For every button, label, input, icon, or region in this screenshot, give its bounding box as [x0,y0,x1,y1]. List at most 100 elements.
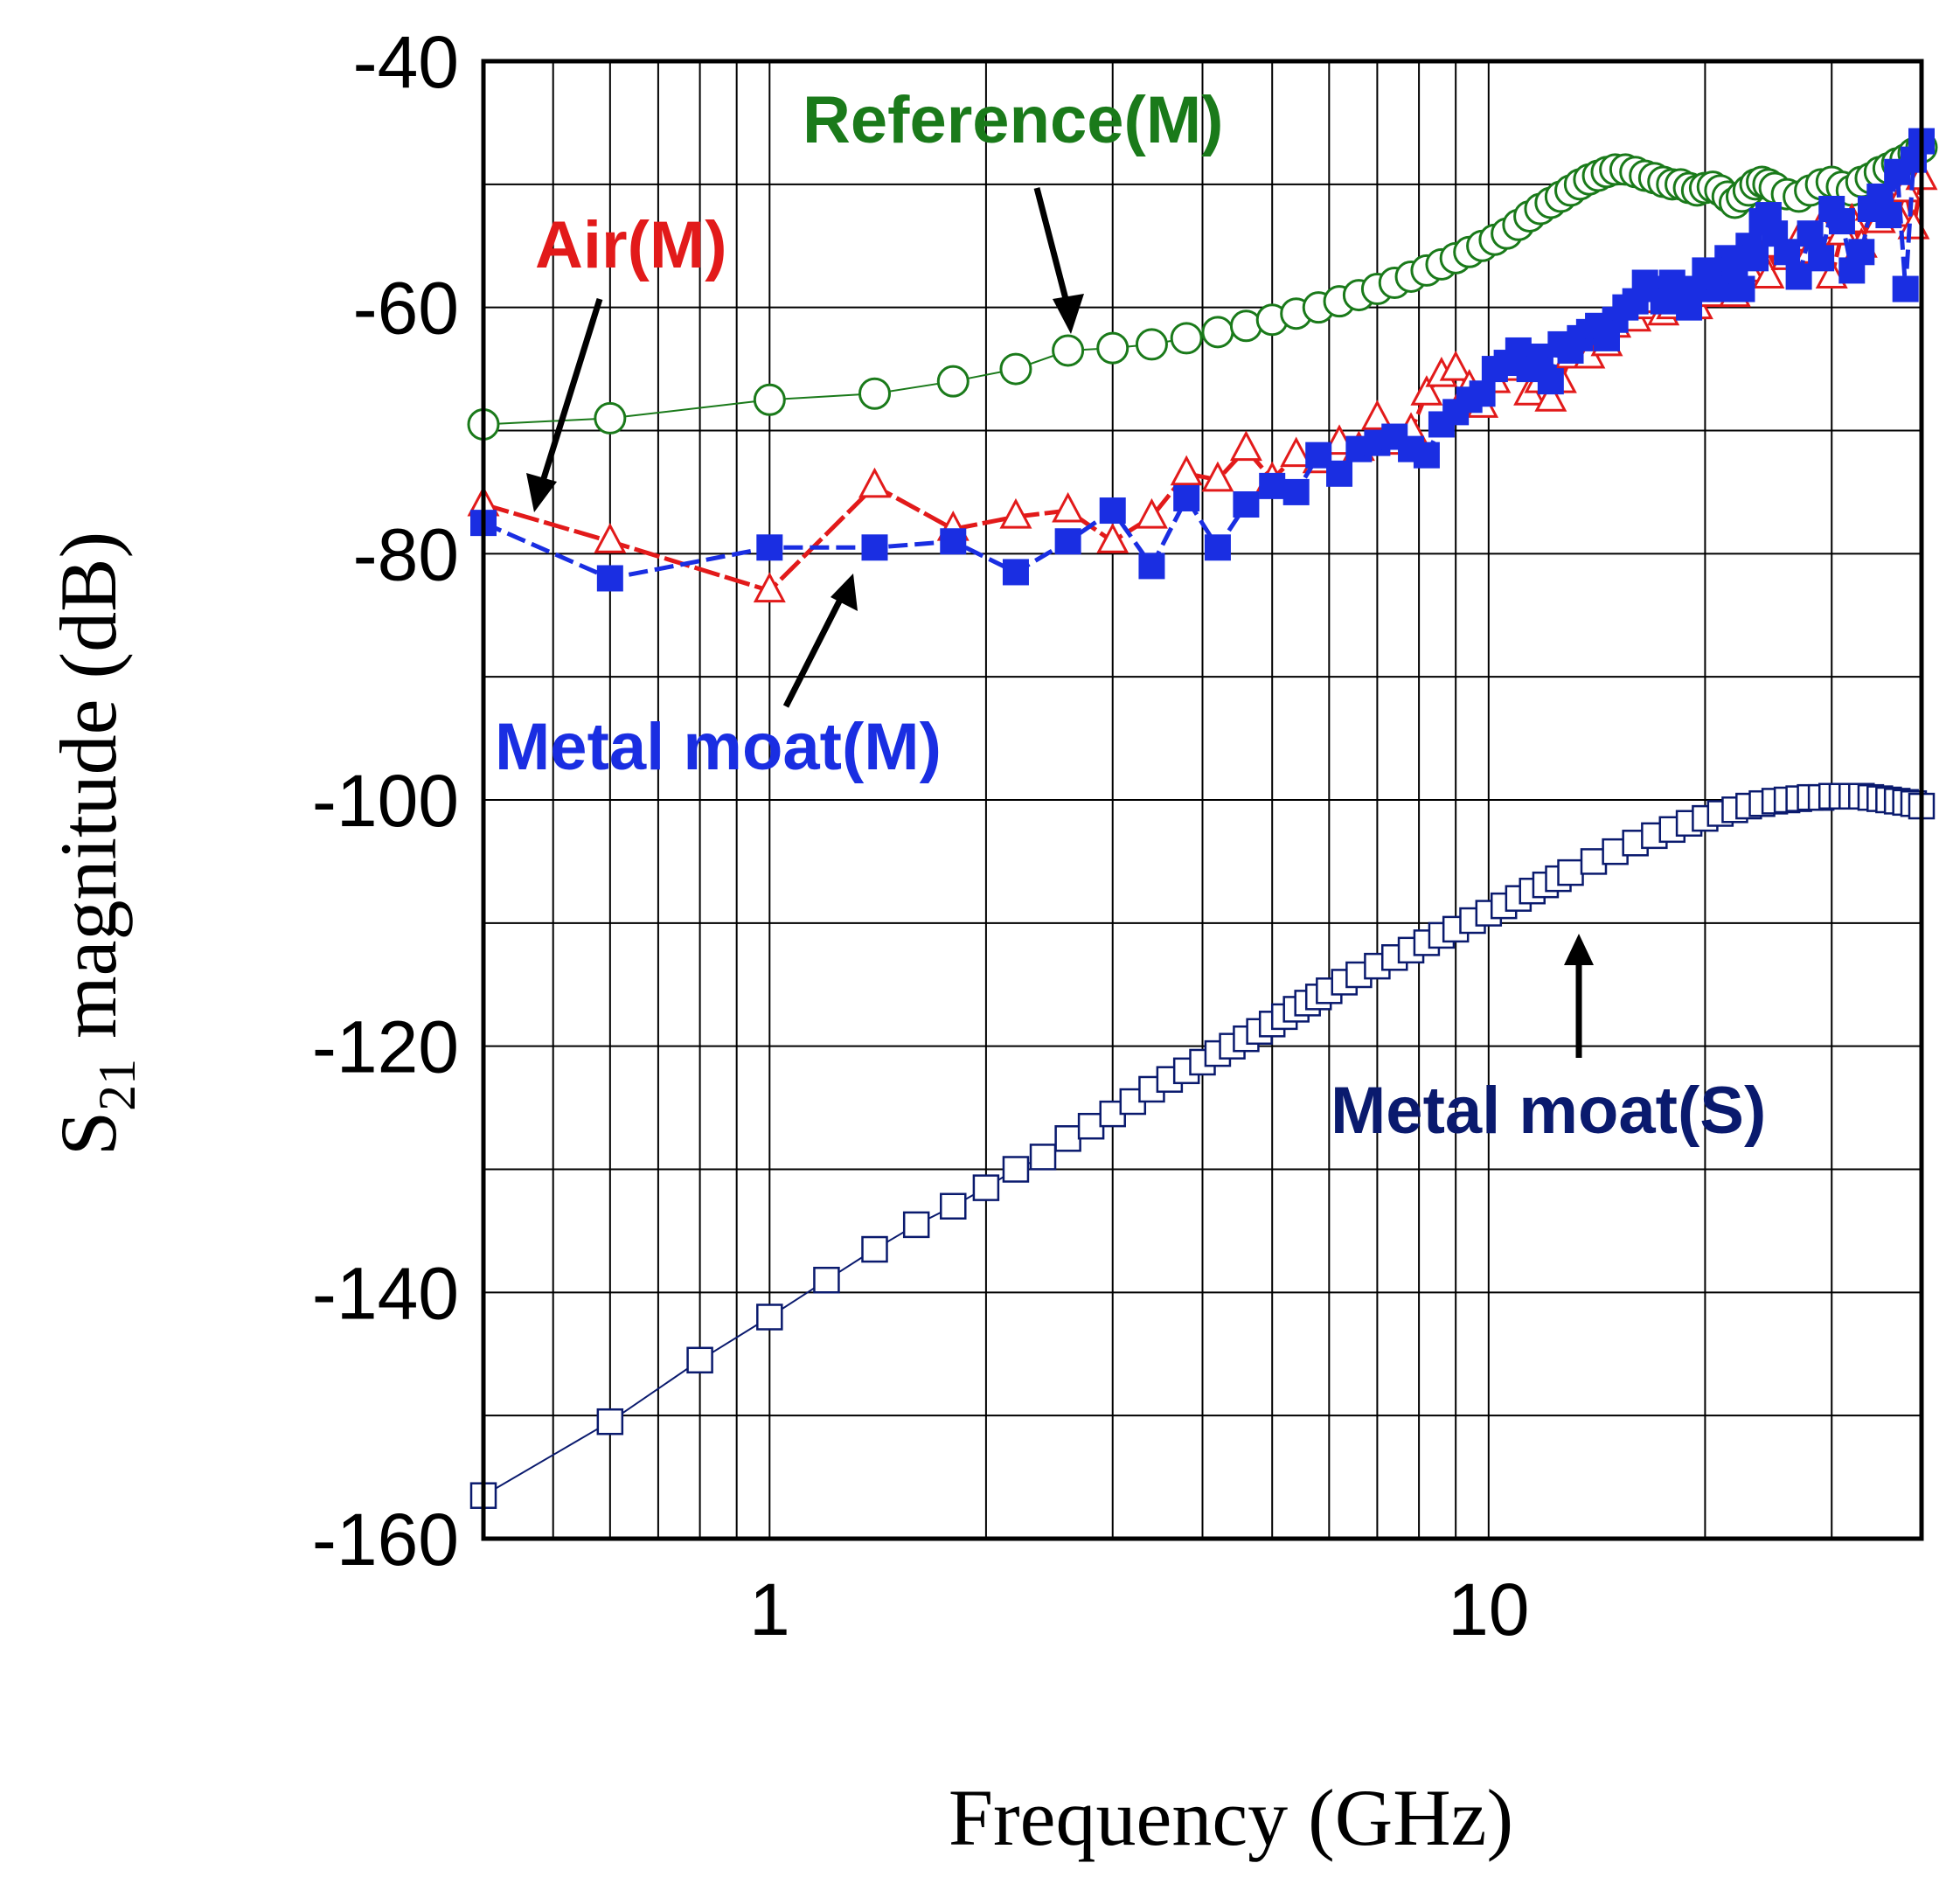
data-point [1537,368,1564,395]
series-layer [467,128,1938,1509]
plot-frame [481,59,1924,1541]
data-point [1808,245,1835,272]
y-axis-title-rest: magnitude (dB) [44,532,133,1059]
data-point [753,383,786,416]
data-point [1096,331,1129,365]
data-point [940,528,967,555]
arrow-reference-head [1053,294,1084,334]
data-point [1742,245,1769,272]
arrow-metal-moat-m [782,589,848,708]
arrow-metal-moat-s-head [1564,934,1594,965]
data-point [1077,1112,1105,1140]
data-point [1229,309,1262,343]
data-point [813,1267,840,1294]
x-tick-label: 1 [749,1568,790,1651]
data-point [1752,258,1785,289]
x-axis-title: Frequency (GHz) [949,1773,1513,1862]
data-point [1229,430,1262,462]
data-point [861,1235,888,1263]
label-metal-moat-s: Metal moat(S) [1331,1074,1766,1148]
data-point [1096,523,1129,553]
data-point [1135,497,1168,529]
y-tick-label: -100 [312,760,459,842]
data-point [1413,441,1440,469]
data-point [1201,316,1234,349]
data-point [1282,478,1310,505]
data-point [594,523,627,553]
data-point [1815,258,1848,289]
data-point [1785,263,1812,290]
data-point [1326,460,1353,487]
data-point [1052,334,1085,367]
label-air-m: Air(M) [535,208,727,282]
data-point [753,572,786,603]
data-point [902,1211,930,1239]
y-tick-label: -120 [312,1006,459,1088]
y-tick-label: -160 [312,1498,459,1581]
data-point [1892,275,1919,302]
y-tick-label: -140 [312,1252,459,1334]
arrow-metal-moat-m-head [831,574,858,611]
arrow-air [537,297,603,491]
data-point [1173,484,1200,511]
data-point [1054,528,1081,555]
data-point [858,377,891,410]
data-point [1280,436,1313,468]
data-point [1259,472,1286,499]
data-point [1170,322,1203,355]
data-point [1029,1144,1057,1171]
data-point [1557,859,1584,886]
series-metal-moat-m [470,128,1935,592]
data-point [596,1408,624,1436]
data-point [1774,239,1801,266]
y-axis-title-main: S [44,1111,133,1156]
y-tick-label: -80 [353,513,459,595]
data-point [1469,380,1496,407]
data-point [1233,491,1260,518]
data-point [1439,350,1472,381]
data-point [1848,239,1875,266]
data-point [1002,1156,1030,1183]
data-point [858,467,891,498]
arrow-air-head [526,473,557,512]
data-point [1797,220,1824,247]
data-point [1410,375,1443,406]
data-point [1052,491,1085,523]
data-point [1170,455,1203,486]
label-metal-moat-m: Metal moat(M) [495,710,942,784]
data-point [1360,400,1394,430]
data-point [594,401,627,434]
annotations: Reference(M) Air(M) Metal moat(M) Metal … [495,83,1766,1148]
data-point [999,352,1032,386]
data-point [1875,202,1902,229]
data-point [936,365,970,398]
y-axis-title: S21 magnitude (dB) [44,532,146,1156]
data-point [1204,534,1231,561]
y-tick-label: -60 [353,268,459,350]
y-tick-label: -40 [353,21,459,103]
data-point [1002,559,1029,586]
data-point [1828,208,1855,235]
data-point [1201,461,1234,492]
tick-labels: -40 -60 -80 -100 -120 -140 -160 1 10 [312,21,1530,1651]
x-tick-label: 10 [1448,1568,1529,1651]
data-point [1135,328,1168,361]
data-point [999,497,1032,529]
data-point [756,534,783,561]
data-point [1138,553,1165,580]
y-axis-title-subscript: 21 [88,1059,146,1111]
data-point [1728,275,1755,302]
label-reference-m: Reference(M) [803,83,1223,157]
data-point [1534,381,1567,412]
data-point [756,1303,783,1331]
data-point [596,565,623,592]
data-point [972,1174,1000,1201]
data-point [940,1192,967,1220]
data-point [686,1346,713,1374]
series-reference-m [467,131,1938,441]
data-point [1054,1125,1081,1152]
data-point [1099,497,1126,525]
grid [483,61,1922,1539]
data-point [861,534,888,561]
